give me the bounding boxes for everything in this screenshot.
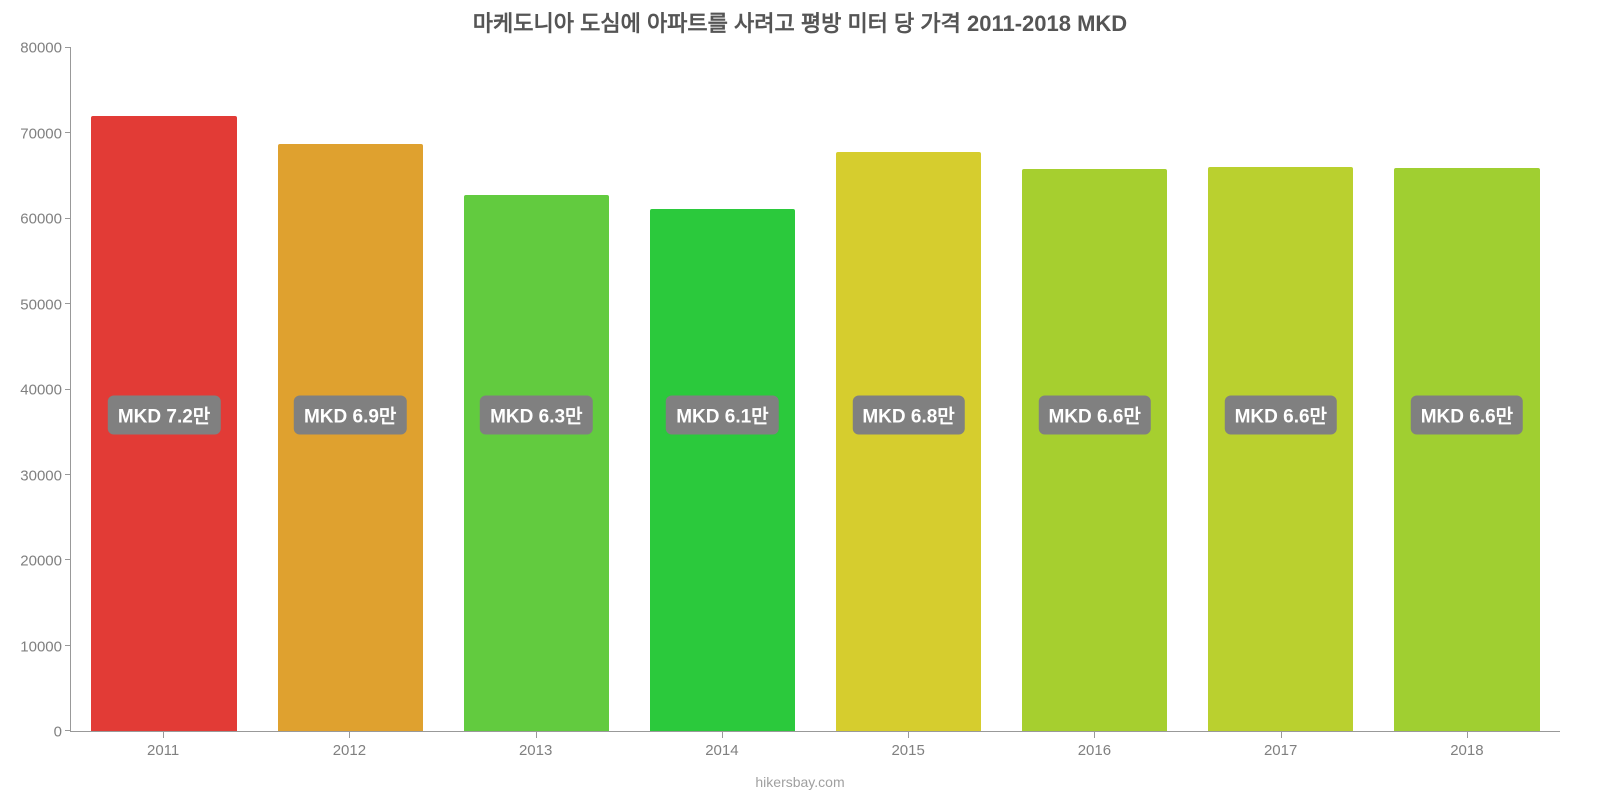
y-tick-mark xyxy=(65,645,71,646)
y-tick-label: 30000 xyxy=(20,467,62,484)
x-tick-label: 2013 xyxy=(443,736,629,772)
bar xyxy=(464,195,609,731)
plot-row: 0100002000030000400005000060000700008000… xyxy=(0,38,1600,736)
x-tick-label: 2014 xyxy=(629,736,815,772)
x-tick-label: 2016 xyxy=(1001,736,1187,772)
x-tick-label: 2017 xyxy=(1188,736,1374,772)
y-tick-label: 70000 xyxy=(20,125,62,142)
bar xyxy=(1208,167,1353,731)
bar-value-label: MKD 6.8만 xyxy=(852,396,964,435)
bar-value-label: MKD 7.2만 xyxy=(108,396,220,435)
y-tick-mark xyxy=(65,47,71,48)
y-tick-mark xyxy=(65,474,71,475)
chart-source: hikersbay.com xyxy=(0,772,1600,800)
y-tick-label: 10000 xyxy=(20,638,62,655)
bar-value-label: MKD 6.1만 xyxy=(666,396,778,435)
bar-slot: MKD 6.3만 xyxy=(443,48,629,731)
y-tick-label: 40000 xyxy=(20,382,62,399)
bar-slot: MKD 6.1만 xyxy=(629,48,815,731)
bar-value-label: MKD 6.9만 xyxy=(294,396,406,435)
bar xyxy=(278,144,423,731)
y-tick-mark xyxy=(65,303,71,304)
y-tick-mark xyxy=(65,218,71,219)
y-tick-label: 80000 xyxy=(20,40,62,57)
y-tick-mark xyxy=(65,132,71,133)
bar-value-label: MKD 6.6만 xyxy=(1038,396,1150,435)
x-tick-label: 2012 xyxy=(256,736,442,772)
x-tick-label: 2011 xyxy=(70,736,256,772)
bar-value-label: MKD 6.3만 xyxy=(480,396,592,435)
bars-container: MKD 7.2만 MKD 6.9만 MKD 6.3만 MKD 6.1만 MKD 6.8만… xyxy=(71,48,1560,731)
bar-value-label: MKD 6.6만 xyxy=(1411,396,1523,435)
y-axis: 0100002000030000400005000060000700008000… xyxy=(0,48,70,732)
bar-slot: MKD 6.6만 xyxy=(1374,48,1560,731)
y-tick-mark xyxy=(65,730,71,731)
bar-chart: 마케도니아 도심에 아파트를 사려고 평방 미터 당 가격 2011-2018 … xyxy=(0,0,1600,800)
x-tick-label: 2018 xyxy=(1374,736,1560,772)
bar-value-label: MKD 6.6만 xyxy=(1225,396,1337,435)
bar xyxy=(650,209,795,731)
x-axis: 20112012201320142015201620172018 xyxy=(70,736,1560,772)
bar-slot: MKD 6.6만 xyxy=(1188,48,1374,731)
x-axis-spacer xyxy=(0,736,70,772)
bar-slot: MKD 6.9만 xyxy=(257,48,443,731)
y-tick-mark xyxy=(65,389,71,390)
y-tick-mark xyxy=(65,559,71,560)
y-tick-label: 20000 xyxy=(20,553,62,570)
y-tick-label: 50000 xyxy=(20,296,62,313)
y-tick-label: 60000 xyxy=(20,211,62,228)
bar xyxy=(1394,168,1539,731)
bar xyxy=(1022,169,1167,731)
bar-slot: MKD 6.6만 xyxy=(1002,48,1188,731)
bar xyxy=(836,152,981,731)
bar-slot: MKD 6.8만 xyxy=(816,48,1002,731)
x-tick-label: 2015 xyxy=(815,736,1001,772)
bar-slot: MKD 7.2만 xyxy=(71,48,257,731)
chart-title: 마케도니아 도심에 아파트를 사려고 평방 미터 당 가격 2011-2018 … xyxy=(0,0,1600,38)
x-axis-row: 20112012201320142015201620172018 xyxy=(0,736,1600,772)
plot-area: MKD 7.2만 MKD 6.9만 MKD 6.3만 MKD 6.1만 MKD 6.8만… xyxy=(70,48,1560,732)
y-tick-label: 0 xyxy=(54,724,62,741)
